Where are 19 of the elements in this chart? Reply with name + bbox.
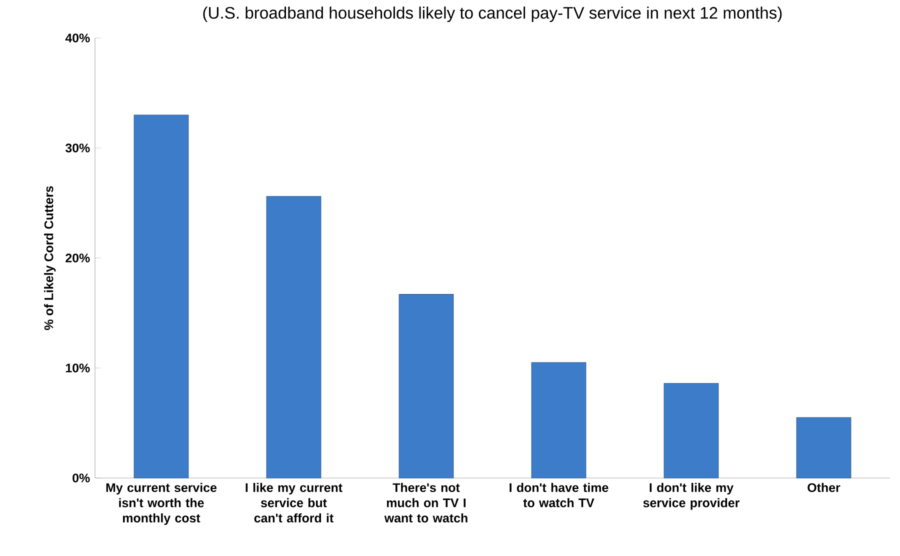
bar [266, 196, 322, 478]
y-tick-label: 40% [65, 34, 90, 42]
x-tick-label: I like my current service but can't afford it [246, 482, 342, 522]
bar [134, 114, 189, 478]
y-axis-title: % of Likely Cord Cutters [44, 186, 56, 330]
x-tick-label: I don't have time to watch TV [510, 482, 608, 508]
y-tick-label: 20% [66, 254, 90, 262]
x-tick-label: There's not much on TV I want to watch [384, 482, 468, 522]
bar [398, 294, 454, 478]
x-tick-label: I don't like my service provider [643, 482, 740, 510]
bar [796, 417, 852, 478]
bar [531, 362, 586, 478]
y-tick-label: 0% [72, 474, 90, 482]
y-tick-label: 10% [66, 364, 90, 372]
chart-subtitle: (U.S. broadband households likely to cancel pay-TV service in next 12 months) [203, 6, 782, 22]
bar [664, 383, 719, 478]
x-tick-label: Other [808, 482, 840, 492]
x-tick-label: My current service isn't worth the monthly cost [106, 482, 217, 525]
y-tick-label: 30% [65, 144, 90, 152]
